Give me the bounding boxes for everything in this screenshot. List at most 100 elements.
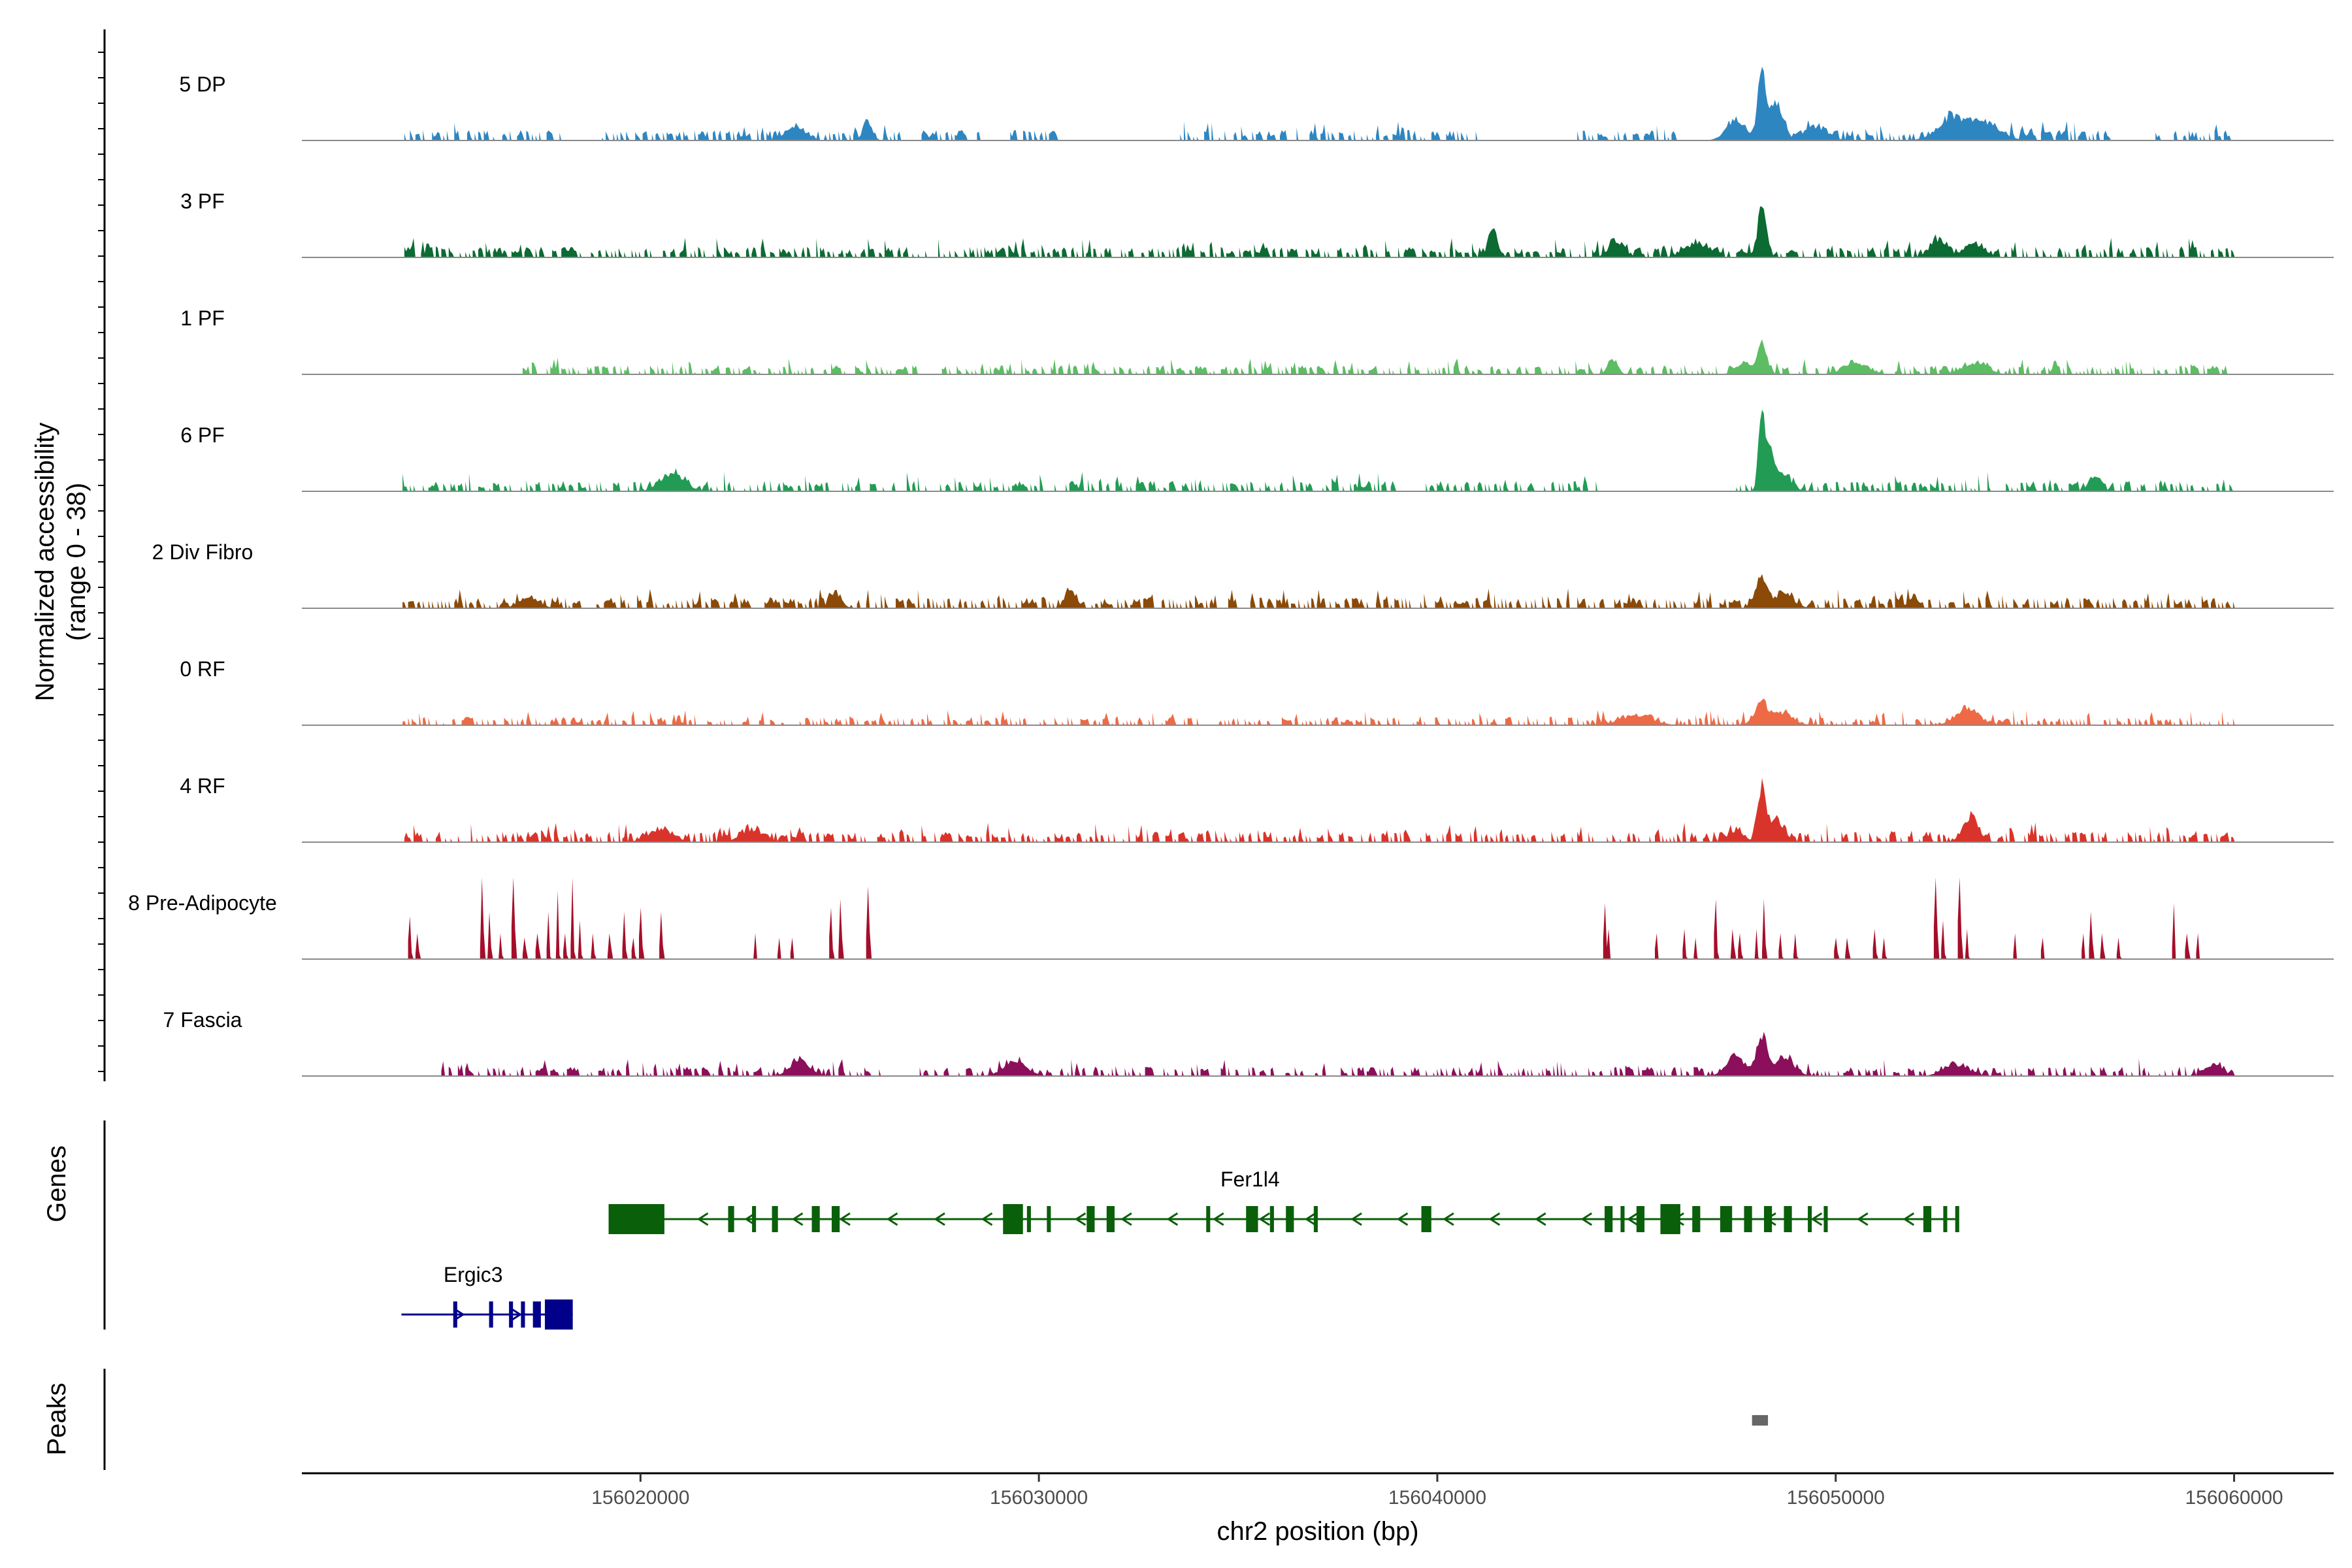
strand-chevron bbox=[1903, 1212, 1915, 1226]
coverage-area bbox=[404, 206, 2235, 257]
x-tick-label: 156040000 bbox=[1388, 1487, 1486, 1509]
track-label: 1 PF bbox=[180, 306, 225, 330]
exon bbox=[1620, 1206, 1625, 1232]
exon bbox=[811, 1206, 820, 1232]
gene-annotations: Fer1l4 Ergic3 bbox=[401, 1168, 1959, 1330]
y-axis-title-range: (range 0 - 38) bbox=[62, 483, 91, 641]
strand-chevron bbox=[1074, 1212, 1086, 1226]
exon bbox=[1086, 1206, 1095, 1232]
track-label: 2 Div Fibro bbox=[152, 540, 253, 564]
exon bbox=[521, 1301, 525, 1328]
gene-fer1l4 bbox=[608, 1204, 1051, 1234]
track-1-pf: 1 PF bbox=[180, 306, 2334, 375]
strand-chevron bbox=[696, 1212, 709, 1226]
strand-chevron bbox=[1166, 1212, 1179, 1226]
strand-chevron bbox=[1120, 1212, 1132, 1226]
exon bbox=[1026, 1206, 1031, 1232]
exon bbox=[752, 1206, 757, 1232]
coverage-area bbox=[522, 339, 2228, 374]
exon bbox=[1720, 1206, 1733, 1232]
exon bbox=[1692, 1206, 1701, 1232]
strand-chevron bbox=[510, 1307, 523, 1322]
exon bbox=[1744, 1206, 1752, 1232]
x-axis-ticks: 156020000 156030000 156040000 156050000 1560… bbox=[591, 1473, 2283, 1509]
strand-chevron bbox=[1212, 1212, 1224, 1226]
track-6-pf: 6 PF bbox=[180, 410, 2334, 492]
exon bbox=[1313, 1206, 1318, 1232]
exon bbox=[728, 1206, 734, 1232]
strand-chevron bbox=[1350, 1212, 1362, 1226]
track-label: 8 Pre-Adipocyte bbox=[128, 891, 277, 915]
exon bbox=[1246, 1206, 1258, 1232]
coverage-area bbox=[441, 1032, 2239, 1076]
track-label: 6 PF bbox=[180, 423, 225, 447]
strand-chevron bbox=[1580, 1212, 1593, 1226]
exon bbox=[544, 1299, 573, 1330]
exon bbox=[1206, 1206, 1211, 1232]
x-axis-title: chr2 position (bp) bbox=[1217, 1517, 1418, 1546]
peak-region bbox=[1752, 1415, 1769, 1426]
exon bbox=[489, 1301, 493, 1328]
track-5-dp: 5 DP bbox=[179, 67, 2334, 141]
strand-chevron bbox=[1626, 1212, 1639, 1226]
exon bbox=[1286, 1206, 1294, 1232]
strand-chevron bbox=[1396, 1212, 1409, 1226]
strand-chevron bbox=[934, 1212, 945, 1226]
coverage-area bbox=[408, 877, 2202, 959]
strand-chevron bbox=[1258, 1212, 1271, 1226]
exon bbox=[772, 1206, 778, 1232]
exon bbox=[1003, 1204, 1023, 1234]
peak-regions bbox=[1752, 1415, 1769, 1426]
exon bbox=[1605, 1206, 1613, 1232]
coverage-area bbox=[404, 67, 2232, 140]
strand-chevron bbox=[886, 1212, 898, 1226]
gene-ergic3 bbox=[401, 1299, 573, 1330]
track-2-div-fibro: 2 Div Fibro bbox=[152, 540, 2334, 609]
strand-chevron bbox=[1304, 1212, 1316, 1226]
track-4-rf: 4 RF bbox=[180, 774, 2334, 843]
exon bbox=[832, 1206, 840, 1232]
exon bbox=[453, 1301, 457, 1328]
exon bbox=[1784, 1206, 1792, 1232]
exon bbox=[608, 1204, 664, 1234]
x-tick-label: 156030000 bbox=[990, 1487, 1088, 1509]
x-tick-label: 156020000 bbox=[591, 1487, 689, 1509]
coverage-area bbox=[402, 698, 2235, 725]
track-label: 5 DP bbox=[179, 73, 225, 96]
exon bbox=[1955, 1206, 1959, 1232]
gene-label: Fer1l4 bbox=[1220, 1168, 1280, 1191]
gene-fer1l4 bbox=[1035, 1204, 1959, 1234]
exon bbox=[1636, 1206, 1645, 1232]
genes-panel-label: Genes bbox=[42, 1145, 71, 1222]
track-7-fascia: 7 Fascia bbox=[163, 1008, 2334, 1077]
strand-chevron bbox=[791, 1212, 804, 1226]
strand-chevron bbox=[981, 1212, 993, 1226]
strand-chevron bbox=[1810, 1212, 1823, 1226]
peaks-panel-label: Peaks bbox=[42, 1382, 71, 1455]
exon bbox=[1269, 1206, 1274, 1232]
coverage-tracks: 5 DP 3 PF 1 PF 6 PF 2 Div Fibro 0 RF 4 RF 8 Pre… bbox=[128, 67, 2334, 1077]
exon bbox=[532, 1301, 541, 1328]
strand-chevron bbox=[839, 1212, 851, 1226]
exon bbox=[1943, 1206, 1948, 1232]
track-label: 0 RF bbox=[180, 657, 225, 681]
track-0-rf: 0 RF bbox=[180, 657, 2334, 726]
exon bbox=[509, 1301, 514, 1328]
track-label: 3 PF bbox=[180, 189, 225, 213]
exon bbox=[1808, 1206, 1812, 1232]
coverage-area bbox=[402, 574, 2235, 608]
gene-label: Ergic3 bbox=[444, 1263, 503, 1286]
x-tick-label: 156050000 bbox=[1787, 1487, 1885, 1509]
x-tick-label: 156060000 bbox=[2185, 1487, 2283, 1509]
exon bbox=[1823, 1206, 1828, 1232]
strand-chevron bbox=[1857, 1212, 1869, 1226]
coverage-area bbox=[404, 778, 2235, 842]
track-3-pf: 3 PF bbox=[180, 189, 2334, 258]
strand-chevron bbox=[1535, 1212, 1546, 1226]
y-axis-title-main: Normalized accessibility bbox=[31, 423, 59, 702]
exon bbox=[1106, 1206, 1115, 1232]
tracks-y-ticks bbox=[98, 52, 105, 1072]
track-8-pre-adipocyte: 8 Pre-Adipocyte bbox=[128, 877, 2334, 960]
track-label: 7 Fascia bbox=[163, 1008, 242, 1032]
